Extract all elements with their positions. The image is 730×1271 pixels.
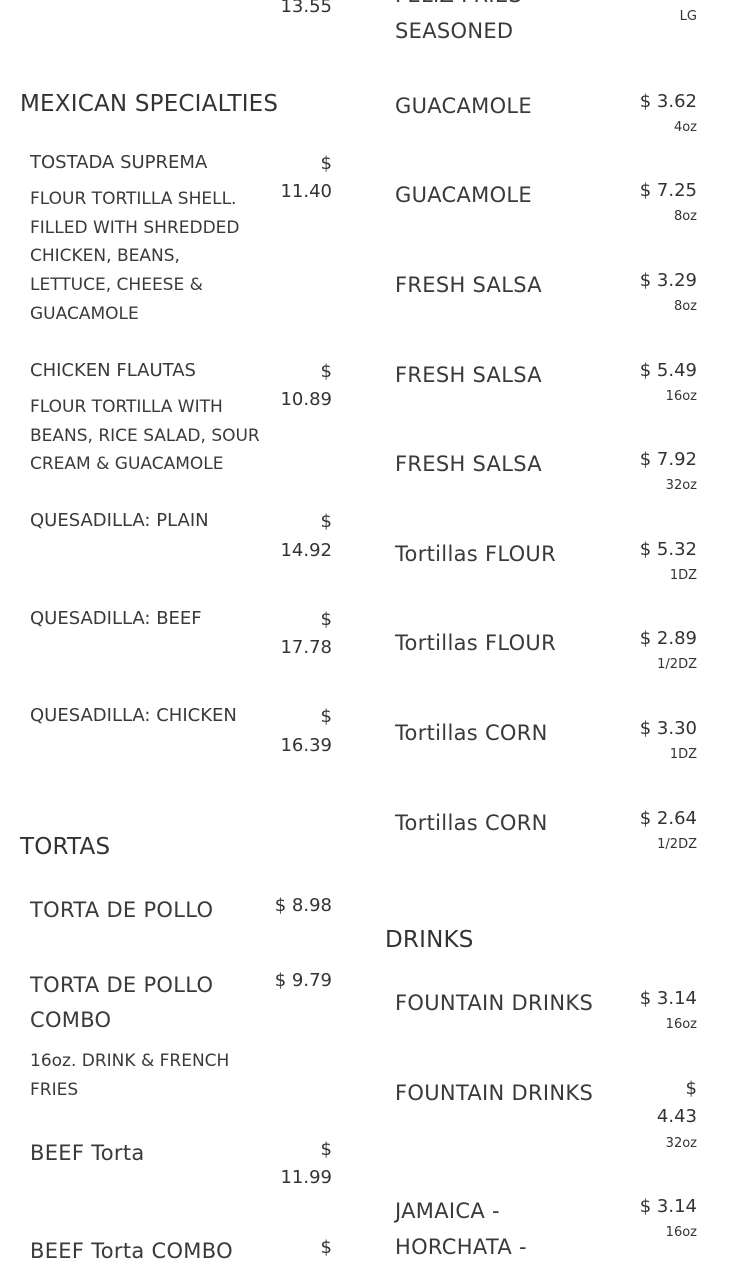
menu-item-size: 16oz: [665, 1017, 697, 1032]
section-heading: TORTAS: [20, 834, 111, 860]
menu-item-size: 4oz: [673, 120, 697, 135]
menu-item-price: $: [320, 361, 332, 382]
section-heading: DRINKS: [385, 927, 474, 953]
menu-item-price: $ 3.30: [639, 718, 697, 739]
menu-item-name: Tortillas FLOUR: [395, 541, 556, 566]
menu-item-description: CHICKEN, BEANS,: [30, 246, 180, 267]
menu-item-price: $ 9.79: [274, 970, 332, 991]
menu-item-name: QUESADILLA: BEEF: [30, 608, 202, 629]
menu-item-description: FLOUR TORTILLA WITH: [30, 397, 223, 417]
section-heading: MEXICAN SPECIALTIES: [20, 91, 279, 117]
menu-item-description: FILLED WITH SHREDDED: [30, 217, 240, 238]
menu-item-size: 1/2DZ: [657, 837, 697, 852]
menu-item-description: GUACAMOLE: [30, 303, 139, 324]
menu-item-name: FRESH SALSA: [395, 362, 542, 387]
menu-item-price: $ 3.14: [639, 988, 697, 1009]
price-partial: 13.55: [280, 0, 332, 17]
menu-item-size: 8oz: [673, 209, 697, 224]
menu-item-name: TORTA DE POLLO: [30, 897, 214, 922]
menu-item-price: 14.92: [280, 540, 332, 561]
menu-item-description: LETTUCE, CHEESE &: [30, 275, 203, 296]
menu-item-price: 4.43: [656, 1106, 697, 1127]
menu-item-price: $: [685, 1078, 697, 1099]
menu-item-name: Tortillas CORN: [395, 720, 548, 745]
menu-item-name: CHICKEN FLAUTAS: [30, 360, 196, 381]
menu-item-name: JAMAICA -: [395, 1198, 500, 1223]
menu-item-name: BEEF Torta: [30, 1140, 145, 1165]
menu-item-description: FRIES: [30, 1079, 79, 1100]
menu-item-name: FOUNTAIN DRINKS: [395, 990, 594, 1015]
menu-item-price: $ 3.14: [639, 1196, 697, 1217]
menu-item-name: COMBO: [30, 1007, 112, 1032]
menu-item-price: $ 5.32: [639, 539, 697, 560]
menu-item-size: 1/2DZ: [657, 657, 697, 672]
menu-item-name: HORCHATA -: [395, 1234, 527, 1259]
menu-item-name: Tortillas CORN: [395, 810, 548, 835]
menu-item-name: GUACAMOLE: [395, 182, 532, 207]
menu-item-price: $ 2.89: [639, 628, 697, 649]
menu-item-size: 32oz: [665, 478, 697, 493]
menu-item-name: FOUNTAIN DRINKS: [395, 1080, 594, 1105]
menu-item-name: TOSTADA SUPREMA: [30, 152, 208, 173]
menu-item-price: $ 8.98: [274, 895, 332, 916]
menu-item-description: CREAM & GUACAMOLE: [30, 454, 224, 475]
menu-item-size: 16oz: [665, 389, 697, 404]
menu-item-size: 32oz: [665, 1136, 697, 1151]
menu-item-price: $: [320, 1237, 332, 1258]
menu-item-name: FRESH SALSA: [395, 451, 542, 476]
menu-item-price: $: [320, 609, 332, 630]
menu-item-description: FLOUR TORTILLA SHELL.: [30, 189, 237, 209]
menu-item-name: QUESADILLA: PLAIN: [30, 510, 209, 531]
menu-item-name: BEEF Torta COMBO: [30, 1238, 233, 1263]
menu-item-price: $ 3.29: [639, 270, 697, 291]
menu-item-size: LG: [679, 9, 697, 24]
menu-item-price: $: [320, 1139, 332, 1160]
menu-item-price: 17.78: [280, 637, 332, 658]
menu-item-name: QUESADILLA: CHICKEN: [30, 705, 237, 726]
menu-item-price: $: [320, 153, 332, 174]
menu-item-price: $ 7.92: [639, 449, 697, 470]
menu-item-price: 16.39: [280, 735, 332, 756]
menu-item-price: 10.89: [280, 389, 332, 410]
menu-item-description: 16oz. DRINK & FRENCH: [30, 1051, 230, 1071]
menu-item-price: $ 7.25: [639, 180, 697, 201]
menu-item-description: BEANS, RICE SALAD, SOUR: [30, 425, 260, 446]
menu-item-price: $: [320, 706, 332, 727]
menu-item-price: $: [320, 511, 332, 532]
menu-item-name: FRESH SALSA: [395, 272, 542, 297]
menu-item-name: Tortillas FLOUR: [395, 630, 556, 655]
menu-item-price: 11.40: [280, 181, 332, 202]
menu-item-price: $ 3.62: [639, 91, 697, 112]
menu-item-size: 8oz: [673, 299, 697, 314]
menu-item-price: 11.99: [280, 1167, 332, 1188]
menu-item-price: $ 5.49: [639, 360, 697, 381]
menu-item-name: SEASONED: [395, 18, 514, 43]
menu-item-name: FELIZ FRIES: [395, 0, 522, 13]
menu-item-name: TORTA DE POLLO: [30, 972, 214, 997]
menu-item-price: $ 2.64: [639, 808, 697, 829]
menu-item-name: GUACAMOLE: [395, 93, 532, 118]
menu-item-size: 16oz: [665, 1225, 697, 1240]
menu-item-size: 1DZ: [669, 568, 697, 583]
menu-item-size: 1DZ: [669, 747, 697, 762]
